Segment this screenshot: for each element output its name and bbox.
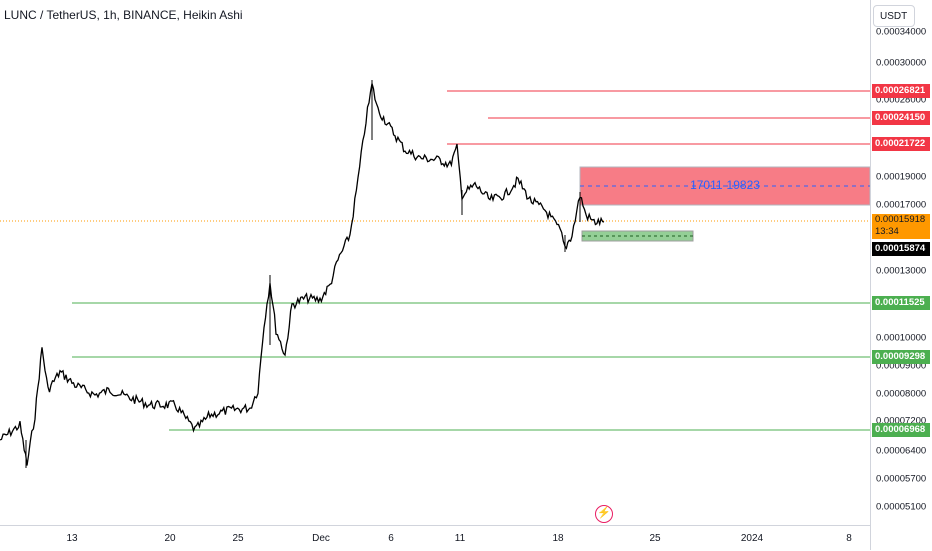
price-series bbox=[0, 83, 605, 466]
time-axis[interactable]: 13 20 25 Dec 6 11 18 25 2024 8 bbox=[0, 525, 870, 551]
time-tick: 20 bbox=[164, 533, 176, 544]
chart-title: LUNC / TetherUS, 1h, BINANCE, Heikin Ash… bbox=[4, 8, 243, 22]
price-tick: 0.00008000 bbox=[876, 388, 927, 400]
chart-canvas[interactable] bbox=[0, 0, 870, 525]
time-tick: 6 bbox=[388, 533, 394, 544]
price-tick: 0.00034000 bbox=[876, 26, 927, 38]
price-tick: 0.00028000 bbox=[876, 94, 927, 106]
time-tick: 11 bbox=[454, 533, 466, 544]
lightning-icon[interactable]: ⚡ bbox=[595, 505, 613, 523]
support-label-1[interactable]: 0.00011525 bbox=[872, 296, 930, 310]
resistance-label-2[interactable]: 0.00024150 bbox=[872, 111, 930, 125]
price-tick: 0.00009000 bbox=[876, 360, 927, 372]
price-tick: 0.00019000 bbox=[876, 171, 927, 183]
price-tick: 0.00010000 bbox=[876, 332, 927, 344]
resistance-label-1[interactable]: 0.00026821 bbox=[872, 84, 930, 98]
supply-zone-label: 17011-19823 bbox=[690, 178, 760, 192]
time-tick: Dec bbox=[312, 533, 330, 544]
support-label-3[interactable]: 0.00006968 bbox=[872, 423, 930, 437]
bar-countdown: 13:34 bbox=[875, 226, 899, 237]
time-tick: 8 bbox=[846, 533, 852, 544]
price-tick: 0.00006400 bbox=[876, 445, 927, 457]
current-price-value: 0.00015918 bbox=[875, 214, 926, 225]
price-tick: 0.00005100 bbox=[876, 501, 927, 513]
current-price-tag: 0.00015918 13:34 bbox=[872, 214, 930, 239]
time-tick: 13 bbox=[66, 533, 78, 544]
price-tick: 0.00013000 bbox=[876, 265, 927, 277]
time-tick: 25 bbox=[649, 533, 661, 544]
resistance-label-3[interactable]: 0.00021722 bbox=[872, 137, 930, 151]
price-tick: 0.00005700 bbox=[876, 473, 927, 485]
currency-button[interactable]: USDT bbox=[873, 5, 915, 27]
price-tick: 0.00007200 bbox=[876, 415, 927, 427]
price-tick: 0.00017000 bbox=[876, 199, 927, 211]
support-label-2[interactable]: 0.00009298 bbox=[872, 350, 930, 364]
price-tick: 0.00030000 bbox=[876, 57, 927, 69]
time-tick: 2024 bbox=[740, 533, 764, 544]
time-tick: 25 bbox=[232, 533, 244, 544]
candle-wicks bbox=[25, 80, 581, 468]
time-tick: 18 bbox=[552, 533, 564, 544]
low-price-label: 0.00015874 bbox=[872, 242, 930, 256]
